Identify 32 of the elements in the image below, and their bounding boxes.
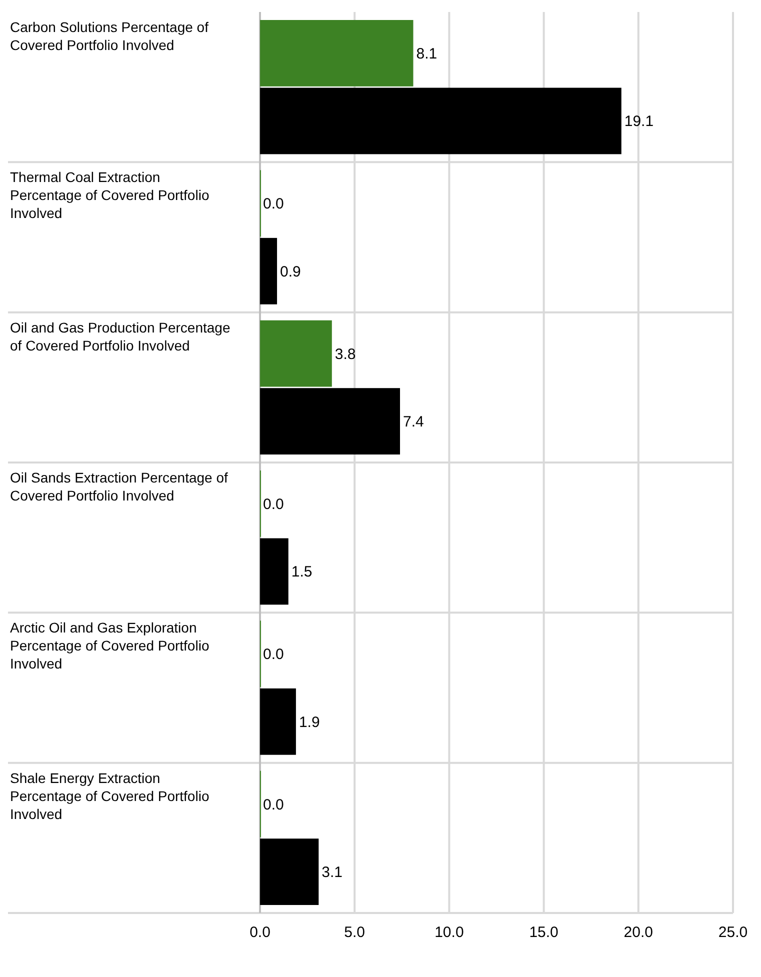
x-tick-label: 25.0 [718,924,748,941]
bar [260,688,296,755]
data-label: 3.1 [322,864,343,882]
y-tick-label: Thermal Coal Extraction Percentage of Covered Portfolio Involved [10,169,210,222]
data-label: 8.1 [416,45,438,62]
x-tick-label: 5.0 [344,924,366,941]
x-tick-label: 15.0 [529,924,558,941]
data-label: 0.0 [263,196,284,213]
y-tick-label: Oil and Gas Production Percentage of Covered Portfolio Involved [10,319,230,354]
bar [260,320,332,387]
data-label: 0.9 [280,263,301,280]
data-label: 19.1 [624,113,654,130]
bar [260,838,319,905]
x-tick-label: 20.0 [624,924,653,941]
y-tick-label: Arctic Oil and Gas Exploration Percentage of Covered Portfolio Involved [10,620,210,672]
bar [260,238,278,304]
data-label: 0.0 [263,796,284,814]
y-tick-label: Carbon Solutions Percentage of Covered Portfolio Involved [10,19,209,53]
data-label: 7.4 [403,414,424,431]
x-tick-label: 10.0 [434,924,464,941]
y-tick-label: Oil Sands Extraction Percentage of Covered Portfolio Involved [10,470,228,504]
data-label: 3.8 [334,346,356,363]
data-label: 0.0 [263,646,284,664]
bar [260,538,288,605]
y-tick-label: Shale Energy Extraction Percentage of Covered Portfolio Involved [10,770,210,822]
data-label: 1.5 [291,564,312,581]
bar [260,388,400,454]
bar [260,20,414,86]
bar [260,88,622,154]
data-label: 1.9 [298,714,320,731]
data-label: 0.0 [263,496,284,513]
x-tick-label: 0.0 [250,924,270,941]
